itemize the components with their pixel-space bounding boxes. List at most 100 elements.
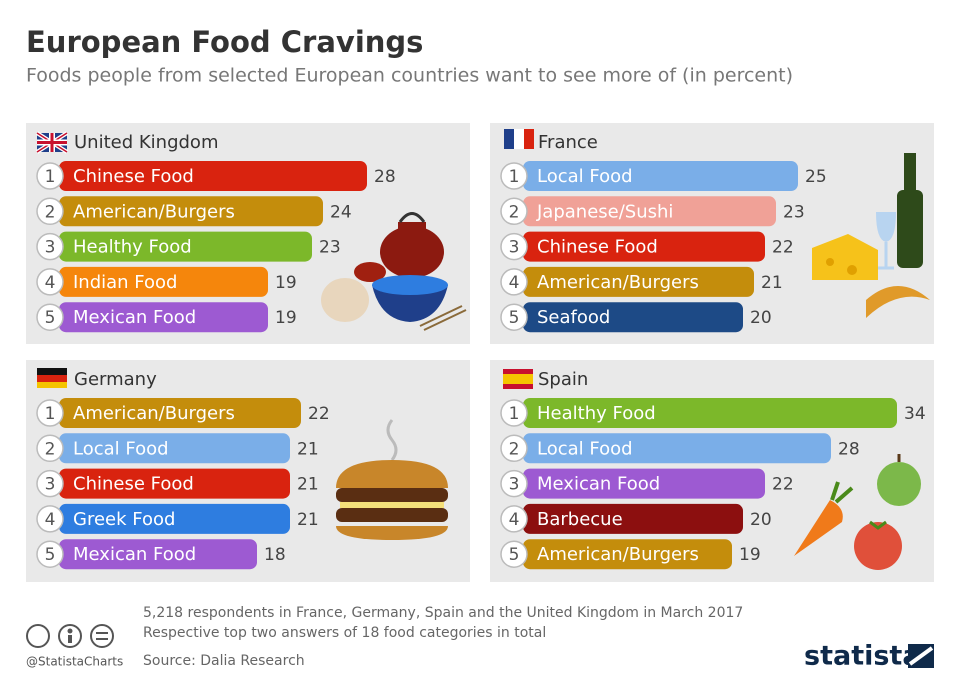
bar-label: Japanese/Sushi bbox=[536, 201, 673, 222]
bar bbox=[523, 196, 776, 227]
bar-label: Seafood bbox=[537, 307, 610, 328]
bar-label: American/Burgers bbox=[537, 272, 699, 293]
bar-label: Chinese Food bbox=[537, 237, 658, 258]
rank-label: 3 bbox=[45, 238, 56, 258]
value-label: 19 bbox=[275, 308, 297, 328]
bar bbox=[59, 266, 268, 297]
value-label: 28 bbox=[374, 167, 396, 187]
bar bbox=[523, 398, 897, 428]
bar bbox=[523, 539, 732, 570]
rank-badge bbox=[36, 469, 64, 498]
value-label: 23 bbox=[783, 202, 805, 222]
bar-label: Barbecue bbox=[537, 509, 623, 530]
bar-label: Indian Food bbox=[73, 272, 177, 293]
value-label: 21 bbox=[297, 439, 319, 459]
bar bbox=[523, 302, 743, 333]
bar bbox=[59, 302, 268, 333]
rank-badge bbox=[36, 399, 64, 427]
bar-label: American/Burgers bbox=[73, 403, 235, 424]
flag-france bbox=[504, 129, 534, 149]
rank-badge bbox=[500, 197, 528, 226]
bar bbox=[59, 196, 323, 227]
value-label: 22 bbox=[308, 404, 330, 424]
panel-title: Spain bbox=[538, 369, 588, 390]
bar-label: Mexican Food bbox=[73, 307, 196, 328]
bar bbox=[59, 433, 290, 464]
flag-uk bbox=[35, 131, 69, 154]
rank-label: 2 bbox=[45, 202, 56, 222]
rank-badge bbox=[500, 469, 528, 498]
rank-label: 3 bbox=[45, 475, 56, 495]
rank-label: 5 bbox=[45, 308, 56, 328]
bar bbox=[523, 433, 831, 464]
value-label: 34 bbox=[904, 404, 926, 424]
rank-label: 5 bbox=[45, 545, 56, 565]
bar bbox=[523, 468, 765, 499]
bar bbox=[523, 231, 765, 262]
bar-label: American/Burgers bbox=[73, 201, 235, 222]
brand-icon bbox=[908, 644, 934, 668]
rank-label: 1 bbox=[45, 167, 56, 187]
value-label: 19 bbox=[739, 545, 761, 565]
value-label: 25 bbox=[805, 167, 827, 187]
value-label: 18 bbox=[264, 545, 286, 565]
rank-badge bbox=[36, 268, 64, 296]
rank-label: 2 bbox=[45, 439, 56, 459]
rank-label: 4 bbox=[509, 273, 520, 293]
bar-label: American/Burgers bbox=[537, 544, 699, 565]
rank-badge bbox=[500, 540, 528, 568]
bar-label: Mexican Food bbox=[73, 544, 196, 565]
rank-badge bbox=[36, 434, 64, 463]
bar-label: Healthy Food bbox=[73, 237, 192, 258]
brand: statista bbox=[804, 641, 921, 672]
bar bbox=[59, 231, 312, 262]
value-label: 20 bbox=[750, 308, 772, 328]
source: Source: Dalia Research bbox=[143, 653, 305, 669]
panel-title: France bbox=[538, 132, 598, 153]
value-label: 28 bbox=[838, 439, 860, 459]
value-label: 20 bbox=[750, 510, 772, 530]
rank-badge bbox=[36, 505, 64, 533]
rank-label: 1 bbox=[45, 404, 56, 424]
rank-label: 4 bbox=[45, 273, 56, 293]
license-icons bbox=[26, 624, 114, 648]
rank-label: 1 bbox=[509, 404, 520, 424]
value-label: 19 bbox=[275, 273, 297, 293]
illustration-vegetables bbox=[794, 454, 921, 570]
value-label: 21 bbox=[761, 273, 783, 293]
bar bbox=[523, 266, 754, 297]
bar-label: Healthy Food bbox=[537, 403, 656, 424]
bar bbox=[59, 161, 367, 191]
note: 5,218 respondents in France, Germany, Sp… bbox=[143, 605, 743, 621]
rank-label: 3 bbox=[509, 475, 520, 495]
title: European Food Cravings bbox=[26, 25, 423, 59]
rank-label: 2 bbox=[509, 439, 520, 459]
flag-spain bbox=[503, 369, 533, 389]
value-label: 21 bbox=[297, 475, 319, 495]
bar-label: Local Food bbox=[537, 438, 633, 459]
rank-badge bbox=[500, 162, 528, 190]
bar bbox=[59, 398, 301, 428]
rank-label: 3 bbox=[509, 238, 520, 258]
bar-label: Local Food bbox=[73, 438, 169, 459]
value-label: 22 bbox=[772, 475, 794, 495]
rank-label: 5 bbox=[509, 545, 520, 565]
bar bbox=[523, 161, 798, 191]
illustration-wine-cheese bbox=[812, 153, 930, 318]
note: Respective top two answers of 18 food ca… bbox=[143, 625, 546, 641]
rank-badge bbox=[36, 540, 64, 568]
rank-label: 4 bbox=[509, 510, 520, 530]
rank-label: 1 bbox=[509, 167, 520, 187]
bar-label: Chinese Food bbox=[73, 474, 194, 495]
rank-badge bbox=[36, 303, 64, 331]
rank-badge bbox=[500, 232, 528, 261]
rank-badge bbox=[36, 232, 64, 261]
illustration-burger bbox=[336, 419, 448, 540]
bar-label: Greek Food bbox=[73, 509, 175, 530]
bar bbox=[59, 503, 290, 534]
bar bbox=[59, 539, 257, 570]
illustration-teapot bbox=[321, 212, 467, 331]
handle: @StatistaCharts bbox=[26, 655, 123, 669]
panel-title: United Kingdom bbox=[74, 132, 218, 153]
